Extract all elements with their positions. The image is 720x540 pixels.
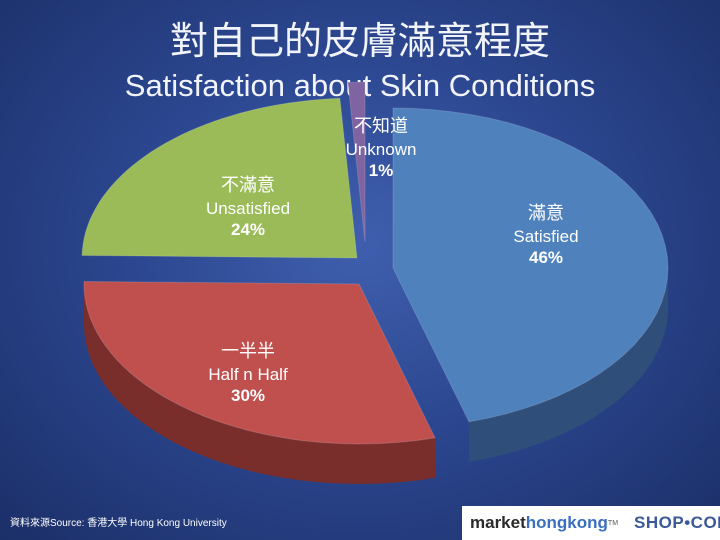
slice-label-half-zh: 一半半 (221, 341, 275, 362)
pie-slice-unknown (347, 81, 366, 243)
slice-label-unknown-pct: 1% (368, 160, 394, 180)
slice-label-unknown-zh: 不知道 (354, 116, 408, 137)
chart-title-chinese: 對自己的皮膚滿意程度 (169, 19, 550, 63)
slice-label-satisfied-en: Satisfied (513, 226, 579, 246)
slice-label-half: 一半半 Half n Half 30% (178, 341, 318, 406)
slice-label-unsatisfied-zh: 不滿意 (221, 175, 275, 196)
brand-logo-tm: TM (607, 519, 619, 527)
slice-label-unsatisfied: 不滿意 Unsatisfied 24% (180, 175, 316, 240)
slice-label-satisfied: 滿意 Satisfied 46% (486, 203, 606, 268)
source-note: 資料來源Source: 香港大學 Hong Kong University (10, 518, 227, 529)
brand-logo-shop: SHOP•COM (634, 513, 720, 532)
slice-label-unknown-en: Unknown (345, 139, 417, 159)
slice-label-half-pct: 30% (230, 385, 266, 405)
pie-slice-satisfied (392, 107, 669, 423)
brand-logo-market: market (470, 513, 526, 532)
slice-label-half-en: Half n Half (208, 364, 288, 384)
pie-slice-unsatisfied (81, 97, 358, 259)
brand-logo-hongkong: hongkong (525, 513, 608, 532)
pie-slice-side-half (84, 284, 435, 484)
slice-label-unsatisfied-en: Unsatisfied (205, 198, 291, 218)
pie-slice-side-satisfied (469, 268, 668, 462)
slice-label-unsatisfied-pct: 24% (230, 219, 266, 239)
pie-slice-half (83, 280, 436, 445)
slice-label-satisfied-pct: 46% (528, 247, 564, 267)
slice-label-satisfied-zh: 滿意 (528, 203, 564, 224)
slice-label-unknown: 不知道 Unknown 1% (326, 116, 436, 181)
